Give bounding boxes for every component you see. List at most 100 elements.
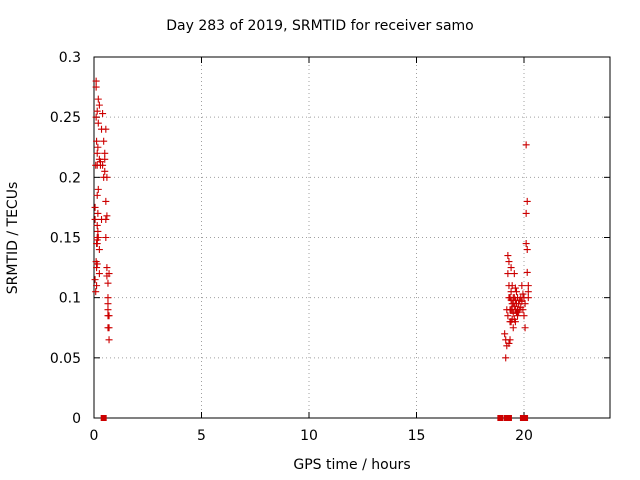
data-point [93,107,101,115]
data-point [523,197,531,205]
y-tick-label: 0 [72,411,81,427]
data-point [93,149,101,157]
data-point [93,137,101,145]
data-point [103,173,111,181]
data-point [104,294,112,302]
data-point [103,212,111,220]
data-point [102,125,110,133]
x-axis-label: GPS time / hours [293,457,411,473]
x-tick-label: 20 [515,428,533,444]
data-point [524,282,532,290]
data-point [505,415,512,421]
data-point [100,137,108,145]
data-point [94,143,102,151]
data-point [99,110,107,118]
data-point [102,234,110,241]
data-point [104,306,112,314]
chart-title: Day 283 of 2019, SRMTID for receiver sam… [166,18,474,34]
data-point [95,246,103,254]
data-point [521,324,529,332]
data-point [92,83,100,91]
data-point [509,324,517,332]
data-point [103,264,111,272]
data-point [92,77,100,85]
y-tick-label: 0.15 [50,231,81,247]
data-point [101,155,109,163]
data-point [504,270,512,278]
data-point [511,284,519,292]
data-point [524,288,532,296]
data-point [104,300,112,308]
data-point [522,415,529,421]
data-point [506,336,514,344]
data-point [94,209,102,217]
data-point [522,209,530,217]
x-tick-label: 10 [300,428,318,444]
tick-labels: 0 5 10 15 20 0 0.05 0.1 0.15 0.2 0.25 0.3 [50,50,533,444]
data-point [518,282,526,290]
x-tick-label: 0 [90,428,99,444]
data-point [99,161,107,169]
data-point [93,260,101,268]
data-point [94,95,102,103]
data-point [502,354,510,362]
data-point [105,270,113,278]
data-point [497,415,504,421]
y-tick-label: 0.3 [59,50,81,66]
y-tick-label: 0.05 [50,351,81,367]
data-point [92,288,100,296]
data-point [102,197,110,205]
data-point [93,240,101,248]
data-point [95,270,103,278]
data-point [105,312,113,320]
data-point [93,191,101,199]
data-point [91,203,99,211]
x-tick-label: 5 [197,428,206,444]
data-point [524,294,532,302]
data-point [510,270,518,278]
y-tick-label: 0.25 [50,110,81,126]
grid-lines [94,57,610,418]
data-point [94,185,102,193]
data-point [514,312,522,320]
data-point [102,215,110,223]
x-tick-label: 15 [408,428,426,444]
axes [93,56,611,419]
data-point [520,312,528,320]
data-point [93,282,101,290]
data-point [91,215,99,223]
data-point [522,240,530,248]
y-tick-label: 0.2 [59,170,81,186]
data-point [509,309,517,317]
data-point [521,300,529,308]
data-point [100,415,107,421]
data-point [94,234,102,241]
data-point [101,167,109,175]
data-point [91,276,99,284]
data-point [94,227,102,235]
data-point [512,288,520,296]
data-point [101,149,109,157]
data-point [522,141,530,149]
data-point [104,279,112,287]
data-point [95,101,103,109]
data-point [505,339,513,347]
data-point [523,268,531,276]
data-point [501,330,509,338]
data-point [504,312,512,320]
data-point [523,246,531,254]
data-point [94,119,102,127]
data-point [519,290,527,298]
data-point [92,113,100,121]
data-point [519,306,527,314]
data-point [93,264,101,272]
data-point [504,252,512,260]
data-point [93,221,101,229]
data-points [91,77,532,421]
data-point [511,318,519,326]
data-point [507,264,515,272]
data-point [105,336,113,344]
y-tick-label: 0.1 [59,291,81,307]
data-point [105,324,113,332]
